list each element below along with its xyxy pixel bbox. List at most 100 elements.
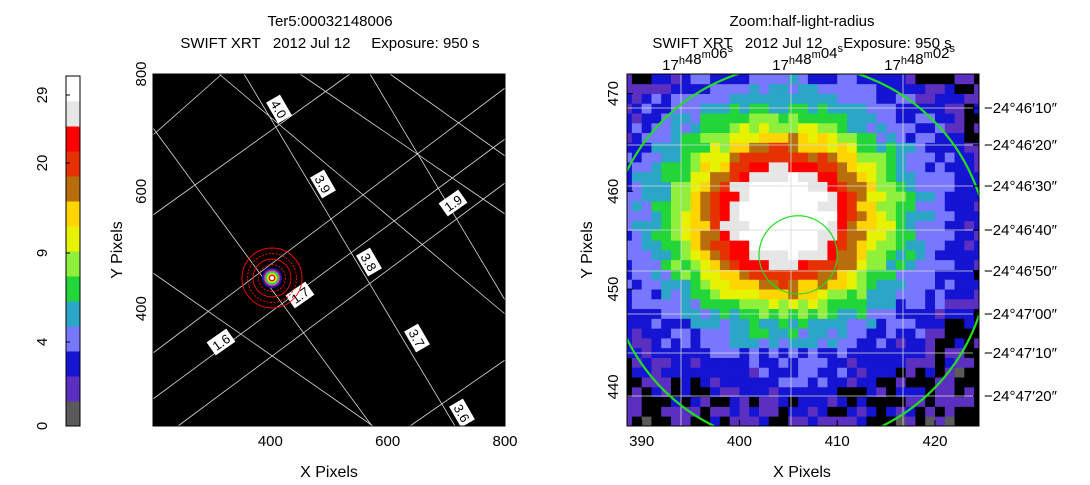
heatmap-cell <box>651 230 662 241</box>
heatmap-cell <box>710 406 721 417</box>
heatmap-cell <box>749 240 760 251</box>
right-x-tick-label: 390 <box>629 433 654 450</box>
heatmap-cell <box>944 279 955 290</box>
heatmap-cell <box>886 328 897 339</box>
heatmap-cell <box>954 93 965 104</box>
heatmap-cell <box>925 377 936 388</box>
left-x-axis-label: X Pixels <box>300 464 358 481</box>
right-y-tick-label: 470 <box>605 81 622 106</box>
heatmap-cell <box>690 406 701 417</box>
heatmap-cell <box>876 162 887 173</box>
heatmap-cell <box>856 93 867 104</box>
right-dec-tick-label: −24°46′20″ <box>984 137 1058 154</box>
heatmap-cell <box>944 386 955 398</box>
heatmap-cell <box>827 259 838 270</box>
heatmap-cell <box>915 259 926 270</box>
heatmap-cell <box>817 250 828 261</box>
heatmap-cell <box>651 152 662 163</box>
heatmap-cell <box>856 240 867 251</box>
heatmap-cell <box>935 406 946 417</box>
heatmap-cell <box>671 406 682 417</box>
heatmap-cell <box>944 259 955 270</box>
heatmap-cell <box>719 279 731 290</box>
heatmap-cell <box>700 396 711 407</box>
heatmap-cell <box>817 201 828 212</box>
heatmap-cell <box>807 318 819 329</box>
heatmap-cell <box>759 83 770 94</box>
heatmap-cell <box>974 122 979 134</box>
heatmap-cell <box>847 220 858 231</box>
heatmap-cell <box>739 201 750 212</box>
heatmap-cell <box>778 181 789 192</box>
heatmap-cell <box>895 357 907 368</box>
heatmap-cell <box>817 210 828 222</box>
heatmap-cell <box>627 74 633 85</box>
heatmap-cell <box>768 162 779 173</box>
heatmap-cell <box>627 210 633 222</box>
heatmap-cell <box>680 328 691 339</box>
heatmap-cell <box>671 162 682 173</box>
heatmap-cell <box>627 181 633 192</box>
heatmap-cell <box>671 171 682 182</box>
heatmap-cell <box>690 328 701 339</box>
heatmap-cell <box>641 201 652 212</box>
heatmap-cell <box>627 220 633 231</box>
heatmap-cell <box>680 210 691 222</box>
heatmap-cell <box>680 83 691 94</box>
heatmap-cell <box>954 279 965 290</box>
heatmap-cell <box>671 279 682 290</box>
heatmap-cell <box>866 201 877 212</box>
heatmap-cell <box>817 240 828 251</box>
heatmap-cell <box>631 220 643 231</box>
heatmap-cell <box>827 181 838 192</box>
heatmap-cell <box>905 181 916 192</box>
heatmap-cell <box>807 416 819 426</box>
heatmap-cell <box>700 279 711 290</box>
heatmap-cell <box>798 132 809 143</box>
heatmap-cell <box>944 298 955 310</box>
heatmap-cell <box>876 113 887 124</box>
heatmap-cell <box>710 220 721 231</box>
heatmap-cell <box>974 201 979 212</box>
heatmap-cell <box>627 269 633 280</box>
heatmap-cell <box>739 171 750 182</box>
heatmap-cell <box>817 328 828 339</box>
heatmap-cell <box>690 240 701 251</box>
heatmap-cell <box>817 298 828 310</box>
heatmap-cell <box>798 122 809 134</box>
heatmap-cell <box>876 122 887 134</box>
heatmap-cell <box>661 162 672 173</box>
heatmap-cell <box>749 269 760 280</box>
heatmap-cell <box>627 240 633 251</box>
heatmap-cell <box>915 230 926 241</box>
heatmap-cell <box>729 338 740 349</box>
heatmap-cell <box>788 142 799 153</box>
heatmap-cell <box>807 181 819 192</box>
heatmap-cell <box>905 210 916 222</box>
heatmap-cell <box>661 83 672 94</box>
heatmap-cell <box>680 338 691 349</box>
heatmap-cell <box>671 113 682 124</box>
heatmap-cell <box>925 318 936 329</box>
heatmap-cell <box>964 113 975 124</box>
heatmap-cell <box>680 74 691 85</box>
heatmap-cell <box>719 377 731 388</box>
heatmap-cell <box>778 74 789 85</box>
heatmap-cell <box>837 416 848 426</box>
heatmap-cell <box>807 210 819 222</box>
heatmap-cell <box>631 250 643 261</box>
heatmap-cell <box>788 83 799 94</box>
heatmap-cell <box>768 142 779 153</box>
heatmap-cell <box>807 220 819 231</box>
heatmap-cell <box>778 298 789 310</box>
heatmap-cell <box>837 259 848 270</box>
heatmap-cell <box>817 122 828 134</box>
heatmap-cell <box>759 220 770 231</box>
heatmap-cell <box>915 269 926 280</box>
heatmap-cell <box>905 103 916 114</box>
heatmap-cell <box>690 367 701 378</box>
heatmap-cell <box>680 171 691 182</box>
heatmap-cell <box>749 162 760 173</box>
heatmap-cell <box>651 279 662 290</box>
heatmap-cell <box>807 152 819 163</box>
